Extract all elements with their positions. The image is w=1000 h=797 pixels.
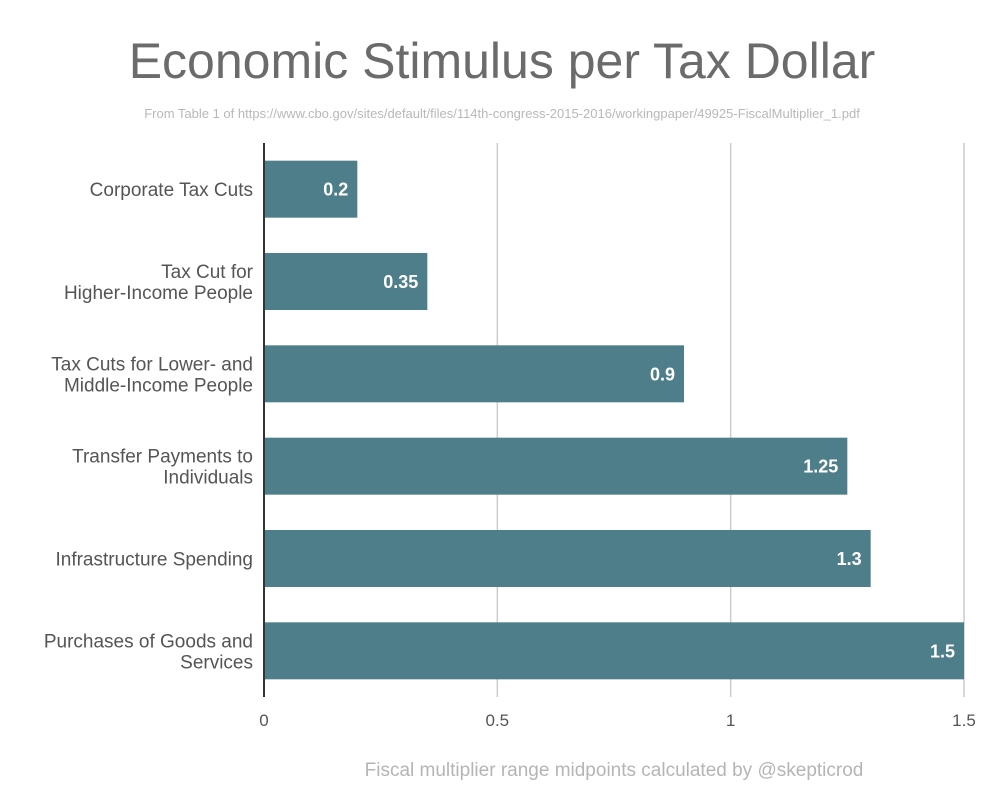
bar	[264, 345, 684, 403]
x-axis-ticks: 0 0.5 1 1.5	[259, 711, 976, 730]
gridlines	[496, 143, 965, 697]
category-label: Higher-Income People	[64, 283, 253, 304]
category-label: Corporate Tax Cuts	[90, 180, 253, 201]
category-label: Transfer Payments to	[72, 447, 253, 468]
category-label: Services	[180, 652, 253, 673]
chart-footer: Fiscal multiplier range midpoints calcul…	[365, 760, 864, 781]
bar-value-label: 0.35	[383, 272, 418, 292]
category-label: Individuals	[163, 468, 253, 489]
category-label: Tax Cuts for Lower- and	[51, 354, 253, 375]
x-tick-label: 1.5	[952, 711, 976, 730]
bar	[264, 160, 358, 218]
bar-value-label: 0.2	[323, 180, 348, 200]
category-label: Purchases of Goods and	[44, 631, 253, 652]
x-tick-label: 0.5	[486, 711, 510, 730]
value-labels: 0.2 0.35 0.9 1.25 1.3 1.5	[323, 180, 955, 662]
x-tick-label: 0	[259, 711, 268, 730]
category-label: Middle-Income People	[64, 375, 253, 396]
x-tick-label: 1	[726, 711, 735, 730]
bars	[264, 160, 964, 680]
bar-value-label: 1.5	[930, 641, 955, 661]
bar	[264, 437, 848, 495]
category-labels: Corporate Tax Cuts Tax Cut forHigher-Inco…	[44, 180, 254, 673]
bar-value-label: 1.3	[837, 549, 862, 569]
bar	[264, 253, 428, 310]
bar	[264, 622, 964, 680]
bar	[264, 530, 871, 587]
chart-title: Economic Stimulus per Tax Dollar	[129, 33, 876, 89]
category-label: Tax Cut for	[161, 262, 254, 283]
bar-value-label: 0.9	[650, 364, 675, 384]
chart-subtitle: From Table 1 of https://www.cbo.gov/site…	[144, 106, 860, 121]
bar-value-label: 1.25	[803, 457, 838, 477]
category-label: Infrastructure Spending	[55, 550, 253, 571]
